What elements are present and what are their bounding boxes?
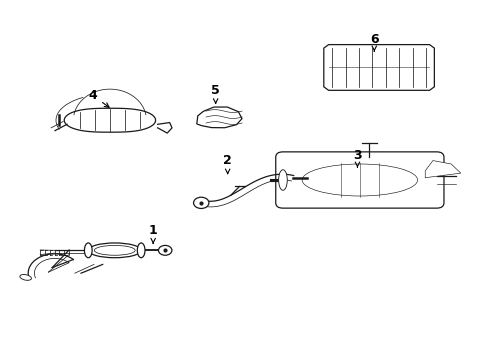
Text: 1: 1 [148, 225, 157, 243]
Ellipse shape [84, 243, 92, 258]
Ellipse shape [88, 243, 141, 258]
Text: 4: 4 [88, 89, 109, 107]
Polygon shape [323, 45, 433, 90]
Ellipse shape [20, 275, 31, 280]
Text: 2: 2 [223, 154, 232, 174]
Polygon shape [64, 108, 155, 132]
Ellipse shape [137, 243, 145, 258]
Text: 5: 5 [211, 84, 220, 103]
Text: 3: 3 [352, 149, 361, 167]
Circle shape [193, 197, 208, 208]
Text: 6: 6 [369, 33, 378, 51]
Circle shape [158, 246, 172, 255]
FancyBboxPatch shape [275, 152, 443, 208]
Polygon shape [196, 107, 242, 128]
Polygon shape [425, 161, 460, 178]
Ellipse shape [278, 170, 286, 190]
